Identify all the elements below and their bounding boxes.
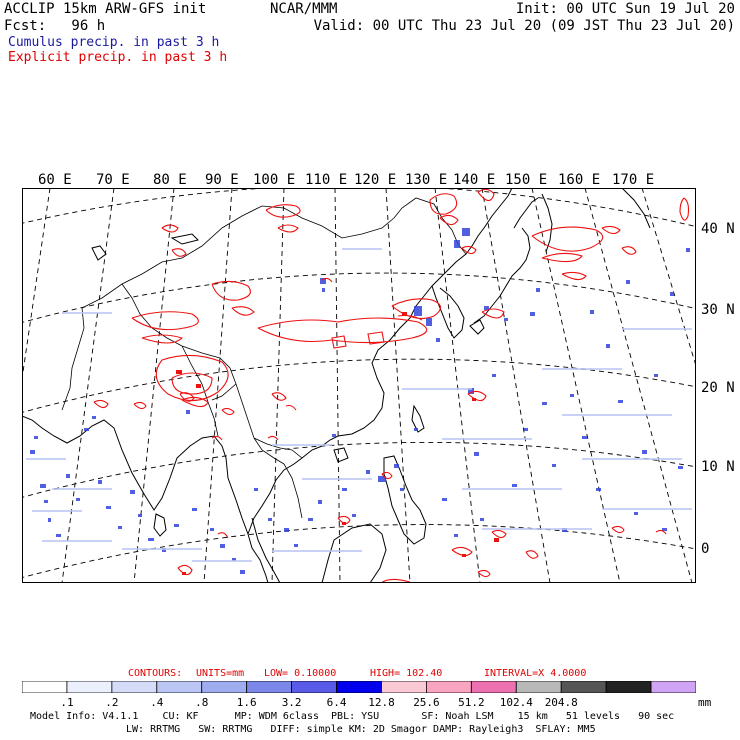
- center-label: NCAR/MMM: [270, 1, 338, 17]
- model-info-line2: LW: RRTMG SW: RRTMG DIFF: simple KM: 2D …: [126, 724, 596, 735]
- asia-coastline: [22, 188, 513, 583]
- scale-threshold: .8: [195, 696, 209, 709]
- scale-swatch: [425, 681, 472, 693]
- coastlines: [22, 188, 651, 583]
- sri-lanka: [153, 513, 167, 537]
- scale-swatch: [156, 681, 203, 693]
- model-info-line1: Model Info: V4.1.1 CU: KF MP: WDM 6class…: [30, 711, 675, 722]
- scale-swatch: [381, 681, 427, 693]
- cumulus-precip: [30, 228, 690, 574]
- lon-label: 90 E: [205, 172, 239, 188]
- heavy-precip-cores: [176, 312, 499, 575]
- lon-label: 80 E: [153, 172, 187, 188]
- lake-balkhash: [170, 233, 199, 245]
- lat-label: 40 N: [701, 221, 735, 237]
- parallel-20n: [22, 358, 696, 413]
- sakhalin: [541, 193, 553, 253]
- kamchatka: [621, 188, 651, 229]
- parallel-10n: [22, 441, 696, 498]
- hainan: [333, 447, 349, 463]
- scale-threshold: 204.8: [544, 696, 578, 709]
- lon-label: 120 E: [354, 172, 397, 188]
- lat-label: 20 N: [701, 380, 735, 396]
- philippines: [383, 455, 427, 545]
- contours-high: HIGH= 102.40: [370, 668, 443, 679]
- scale-threshold: 51.2: [458, 696, 485, 709]
- scale-threshold: 6.4: [326, 696, 347, 709]
- lon-label: 170 E: [612, 172, 655, 188]
- meridian-90e: [203, 188, 233, 583]
- parallel-0: [22, 524, 696, 579]
- taiwan: [411, 404, 425, 433]
- scale-swatch: [560, 681, 607, 693]
- scale-swatch: [650, 681, 696, 693]
- lon-label: 100 E: [253, 172, 296, 188]
- legend-cumulus: Cumulus precip. in past 3 h: [8, 35, 220, 50]
- lake: [91, 245, 107, 261]
- contours-units: UNITS=mm: [196, 668, 245, 679]
- scale-threshold: .1: [60, 696, 74, 709]
- scale-threshold: 1.6: [236, 696, 257, 709]
- scale-unit: mm: [698, 696, 712, 709]
- meridian-120e: [385, 188, 411, 583]
- meridian-100e: [271, 188, 285, 583]
- scale-swatch: [66, 681, 113, 693]
- color-scale: [22, 681, 696, 693]
- contours-label: CONTOURS:: [128, 668, 183, 679]
- scale-swatch: [291, 681, 337, 693]
- scale-threshold: .2: [105, 696, 119, 709]
- lon-label: 60 E: [38, 172, 72, 188]
- meridian-130e: [434, 188, 481, 583]
- explicit-precip: [93, 188, 690, 583]
- precip-map: [22, 188, 696, 583]
- scale-threshold: 12.8: [368, 696, 395, 709]
- scale-threshold: 102.4: [499, 696, 533, 709]
- init-time: Init: 00 UTC Sun 19 Jul 20: [515, 1, 735, 17]
- scale-swatch: [22, 681, 68, 693]
- map-frame: [22, 188, 696, 583]
- meridian-150e: [531, 188, 621, 583]
- model-title: ACCLIP 15km ARW-GFS init: [4, 1, 207, 17]
- lon-label: 140 E: [453, 172, 496, 188]
- contours-interval: INTERVAL=X 4.0000: [484, 668, 587, 679]
- graticule: [22, 188, 696, 583]
- scale-swatch: [111, 681, 158, 693]
- legend-explicit: Explicit precip. in past 3 h: [8, 50, 228, 65]
- forecast-hour: Fcst: 96 h: [4, 18, 106, 34]
- meridian-60e: [22, 188, 51, 382]
- contours-low: LOW= 0.10000: [264, 668, 337, 679]
- borneo: [321, 523, 387, 583]
- valid-time: Valid: 00 UTC Thu 23 Jul 20 (09 JST Thu …: [313, 18, 735, 34]
- meridian-80e: [133, 188, 175, 583]
- lon-label: 150 E: [505, 172, 548, 188]
- lon-label: 70 E: [96, 172, 130, 188]
- korea: [431, 285, 465, 339]
- lat-label: 10 N: [701, 459, 735, 475]
- lon-label: 160 E: [558, 172, 601, 188]
- scale-swatch: [336, 681, 382, 693]
- meridian-140e: [481, 188, 551, 583]
- scale-swatch: [515, 681, 562, 693]
- lon-label: 110 E: [305, 172, 348, 188]
- scale-threshold: .4: [150, 696, 164, 709]
- meridian-110e: [334, 188, 341, 583]
- kyushu: [469, 319, 485, 335]
- light-precip: [26, 248, 692, 562]
- scale-swatch: [470, 681, 517, 693]
- scale-threshold: 3.2: [281, 696, 302, 709]
- lon-label: 130 E: [405, 172, 448, 188]
- malay-peninsula: [251, 517, 281, 583]
- scale-swatch: [246, 681, 292, 693]
- lat-label: 0: [701, 541, 710, 557]
- parallel-30n: [22, 272, 696, 323]
- scale-swatch: [201, 681, 248, 693]
- lat-label: 30 N: [701, 302, 735, 318]
- scale-swatch: [605, 681, 652, 693]
- parallel-40n: [22, 188, 696, 228]
- scale-threshold: 25.6: [413, 696, 440, 709]
- borders: [61, 197, 467, 519]
